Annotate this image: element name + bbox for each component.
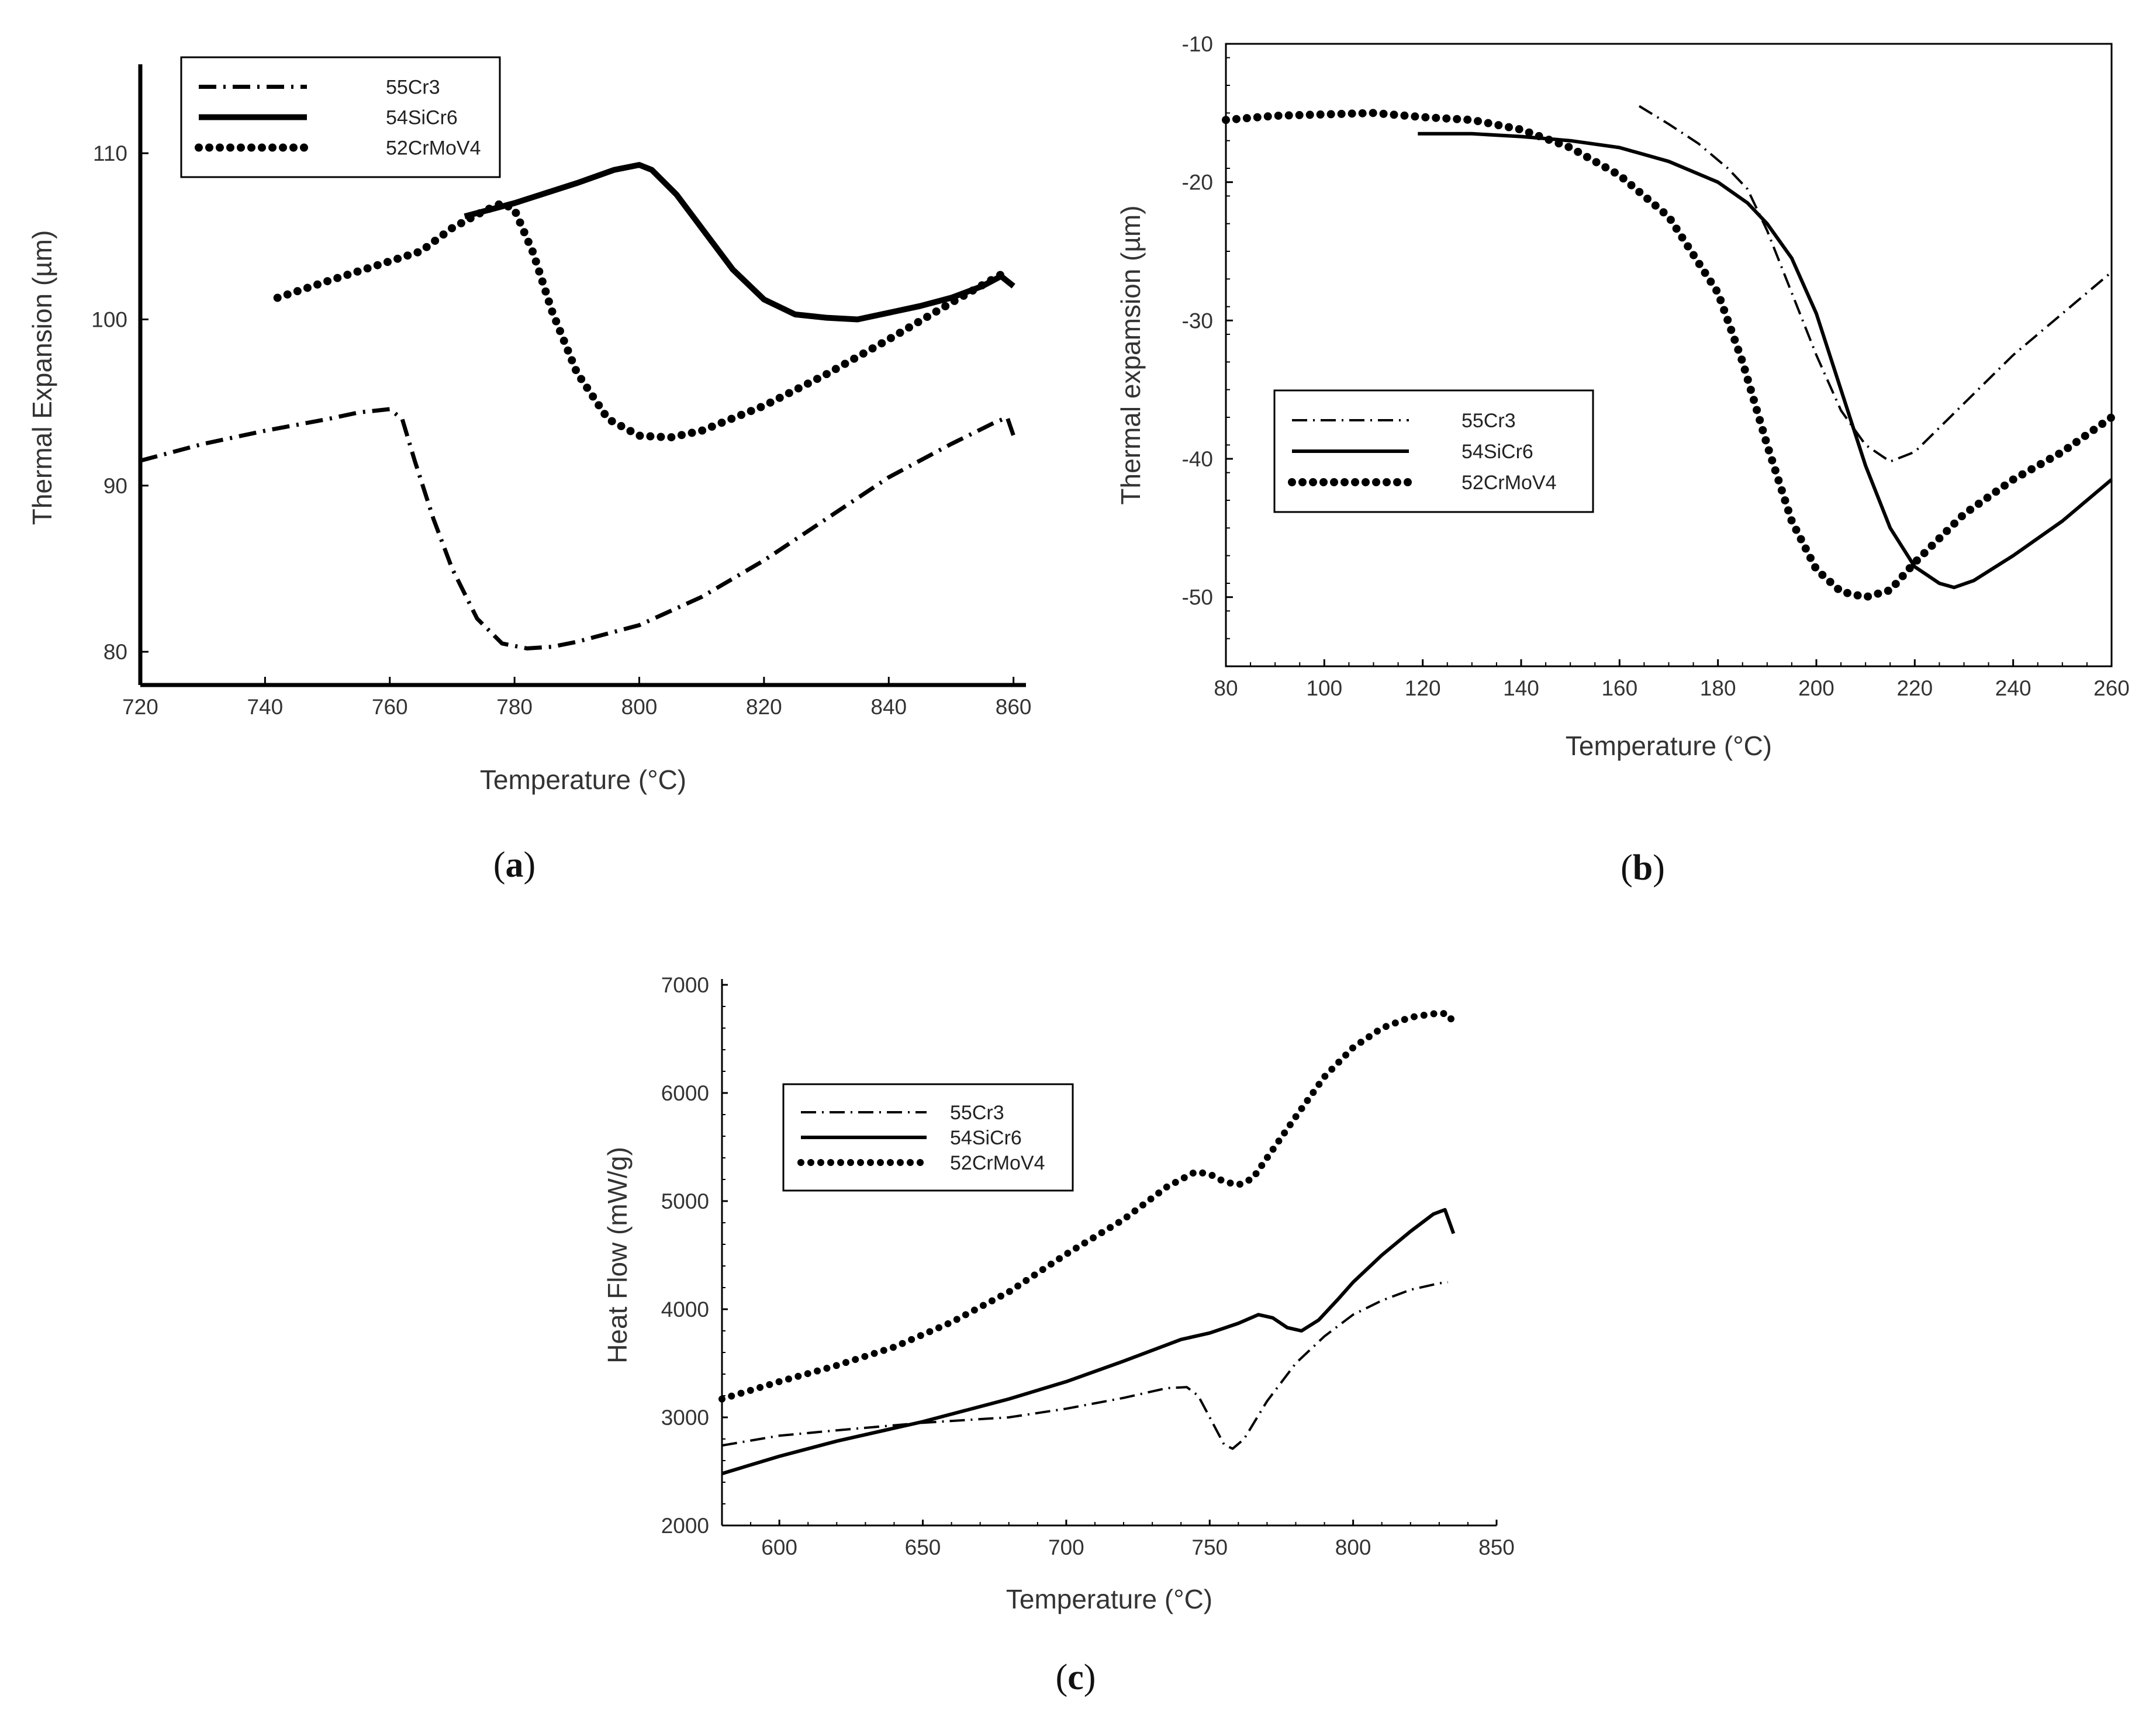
legend-label-52CrMoV4: 52CrMoV4 (950, 1152, 1045, 1174)
panel-caption: (c) (1056, 1658, 1096, 1697)
panel-b: 80 100 120 140 160 180 200 220 240 260 -10 -20 -30 -4… (1115, 32, 2130, 888)
y-tick-label: -20 (1182, 171, 1213, 195)
x-tick-label: 740 (247, 695, 284, 719)
y-tick-label: 90 (103, 474, 127, 498)
series-line-54SiCr6 (721, 1208, 1456, 1476)
y-tick-label: -50 (1182, 586, 1213, 610)
x-tick-label: 160 (1601, 676, 1637, 700)
x-axis-label: Temperature (°C) (1006, 1584, 1212, 1614)
legend-label-54SiCr6: 54SiCr6 (386, 107, 458, 129)
y-tick-label: 5000 (661, 1189, 709, 1213)
y-axis-label: Thermal Expansion (µm) (27, 230, 57, 525)
x-tick-label: 760 (372, 695, 408, 719)
x-tick-label: 80 (1214, 676, 1238, 700)
x-tick-label: 100 (1306, 676, 1342, 700)
plot-frame (1225, 43, 2113, 667)
x-tick-label: 800 (1335, 1535, 1371, 1559)
y-axis-label: Heat Flow (mW/g) (602, 1147, 633, 1364)
y-tick-label: -30 (1182, 309, 1213, 333)
x-tick-label: 240 (1995, 676, 2031, 700)
x-axis-label: Temperature (°C) (480, 764, 686, 795)
series-line-52CrMoV4 (1222, 109, 2116, 601)
series-line-55Cr3 (721, 1281, 1448, 1450)
y-tick-label: 7000 (661, 973, 709, 997)
x-tick-label: 820 (746, 695, 782, 719)
x-tick-label: 180 (1700, 676, 1736, 700)
y-tick-label: 100 (91, 307, 127, 331)
y-tick-label: 6000 (661, 1081, 709, 1105)
series-line-54SiCr6 (1418, 132, 2113, 590)
y-axis-label: Thermal expamsion (µm) (1115, 205, 1146, 504)
panel-c: 600 650 700 750 800 850 2000 3000 4000 5000 6000 70… (602, 973, 1515, 1697)
x-tick-label: 600 (761, 1535, 797, 1559)
series-line-54SiCr6 (464, 162, 1015, 323)
x-tick-label: 850 (1478, 1535, 1515, 1559)
y-tick-label: 3000 (661, 1406, 709, 1430)
y-tick-label: 80 (103, 640, 127, 664)
x-tick-label: 750 (1191, 1535, 1228, 1559)
legend-label-54SiCr6: 54SiCr6 (1461, 441, 1533, 463)
y-tick-label: 4000 (661, 1298, 709, 1321)
x-tick-label: 860 (996, 695, 1032, 719)
legend-label-52CrMoV4: 52CrMoV4 (386, 137, 481, 160)
x-tick-label: 120 (1405, 676, 1441, 700)
x-tick-label: 720 (122, 695, 158, 719)
x-tick-label: 260 (2093, 676, 2130, 700)
legend-label-54SiCr6: 54SiCr6 (950, 1127, 1022, 1149)
y-tick-label: -10 (1182, 32, 1213, 56)
x-tick-label: 840 (870, 695, 907, 719)
series-line-52CrMoV4 (273, 199, 1006, 442)
x-tick-label: 800 (621, 695, 658, 719)
legend-label-52CrMoV4: 52CrMoV4 (1461, 472, 1557, 494)
legend-label-55Cr3: 55Cr3 (1461, 410, 1516, 432)
x-tick-label: 700 (1048, 1535, 1084, 1559)
y-tick-label: -40 (1182, 447, 1213, 471)
y-tick-label: 110 (93, 141, 127, 165)
series-line-52CrMoV4 (718, 1009, 1457, 1403)
panel-caption: (b) (1621, 848, 1665, 888)
x-axis-label: Temperature (°C) (1566, 731, 1772, 761)
legend-label-55Cr3: 55Cr3 (950, 1102, 1004, 1124)
x-tick-label: 140 (1503, 676, 1539, 700)
x-tick-label: 200 (1798, 676, 1834, 700)
panel-a: 720 740 760 780 800 820 840 860 80 90 100 110 Temper… (27, 56, 1032, 885)
legend-label-55Cr3: 55Cr3 (386, 77, 440, 99)
x-tick-label: 780 (496, 695, 533, 719)
x-tick-label: 650 (905, 1535, 941, 1559)
panel-caption: (a) (493, 845, 535, 885)
y-tick-label: 2000 (661, 1514, 709, 1538)
x-tick-label: 220 (1896, 676, 1933, 700)
series-line-55Cr3 (140, 407, 1016, 651)
series-line-55Cr3 (1638, 105, 2113, 463)
